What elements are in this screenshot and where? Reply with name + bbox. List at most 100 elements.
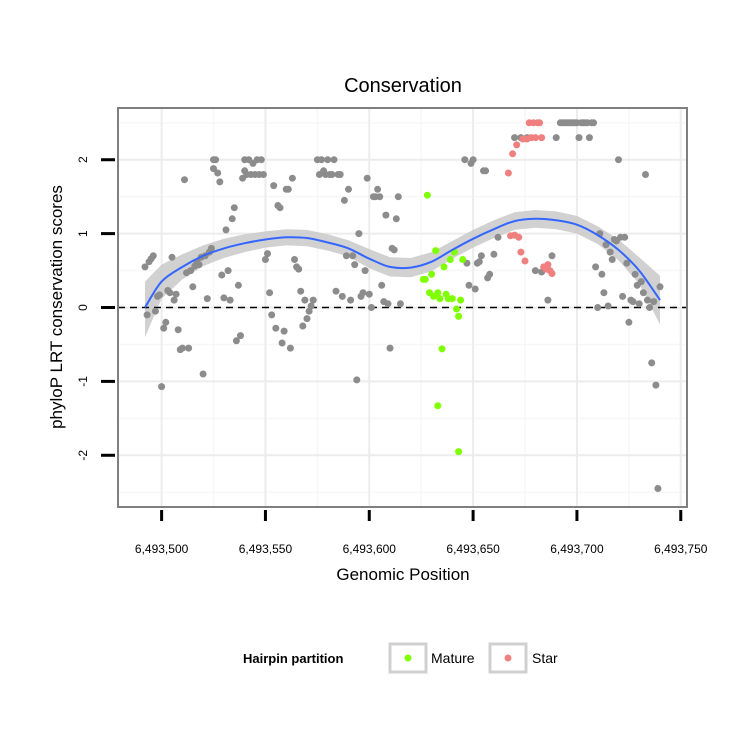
data-point — [266, 289, 274, 297]
data-point — [382, 211, 390, 219]
data-point — [338, 292, 346, 300]
data-point — [363, 174, 371, 182]
data-point — [428, 270, 436, 278]
data-point — [504, 169, 512, 177]
data-point — [151, 307, 159, 315]
data-point — [257, 156, 265, 164]
data-point — [575, 134, 583, 142]
data-point — [199, 370, 207, 378]
data-point — [303, 315, 311, 323]
data-point — [440, 263, 448, 271]
x-tick-label: 6,493,550 — [239, 542, 293, 556]
data-point — [347, 296, 355, 304]
data-point — [486, 270, 494, 278]
data-point — [349, 252, 357, 260]
data-point — [469, 156, 477, 164]
data-point — [494, 233, 502, 241]
data-point — [436, 295, 444, 303]
data-point — [648, 359, 656, 367]
data-point — [160, 324, 168, 332]
data-point — [511, 134, 519, 142]
data-point — [318, 156, 325, 164]
data-point — [355, 230, 363, 238]
data-point — [170, 296, 178, 304]
data-point — [297, 287, 305, 295]
data-point — [203, 295, 211, 303]
data-point — [548, 270, 556, 277]
data-point — [629, 298, 637, 306]
x-axis: 6,493,500 6,493,550 6,493,600 6,493,650 6,49… — [135, 510, 708, 556]
data-point — [471, 285, 479, 293]
data-point — [286, 344, 294, 352]
data-point — [531, 134, 539, 142]
x-axis-title: Genomic Position — [336, 565, 469, 584]
data-point — [336, 171, 344, 178]
data-point — [650, 298, 658, 306]
data-point — [459, 256, 467, 263]
data-point — [521, 257, 529, 265]
y-tick-label: 0 — [76, 304, 90, 311]
data-point — [482, 167, 490, 175]
legend: Hairpin partition Mature Star — [243, 642, 558, 674]
data-point — [517, 248, 525, 256]
data-point — [222, 226, 230, 234]
data-point — [345, 185, 352, 193]
data-point — [376, 193, 384, 201]
data-point — [207, 244, 215, 252]
data-point — [359, 289, 367, 297]
data-point — [475, 258, 483, 266]
x-tick-label: 6,493,650 — [446, 542, 500, 556]
confidence-band — [145, 210, 660, 338]
data-point — [272, 324, 280, 332]
data-point — [598, 270, 606, 278]
data-point — [324, 156, 332, 164]
data-point — [434, 289, 442, 297]
data-point — [438, 345, 446, 353]
data-point — [210, 165, 217, 173]
data-point — [536, 119, 544, 127]
data-point — [220, 294, 228, 302]
data-point — [453, 305, 460, 313]
plot-border — [117, 107, 688, 508]
data-point — [656, 283, 664, 291]
data-point — [367, 304, 375, 311]
legend-label-mature: Mature — [431, 650, 475, 666]
data-point — [212, 156, 220, 164]
data-point — [189, 283, 197, 291]
data-point — [156, 291, 163, 299]
data-point — [421, 275, 429, 283]
data-point — [228, 215, 236, 223]
data-point — [214, 169, 222, 177]
data-point — [224, 267, 232, 275]
x-tick-label: 6,493,750 — [654, 542, 708, 556]
data-point — [384, 300, 392, 308]
data-point — [291, 256, 298, 263]
data-point — [448, 295, 456, 303]
legend-title: Hairpin partition — [243, 651, 343, 666]
data-point — [162, 318, 170, 326]
data-point — [490, 250, 498, 258]
data-point — [342, 252, 350, 260]
data-point — [181, 176, 188, 184]
data-point — [623, 259, 631, 267]
data-point — [461, 156, 469, 164]
data-point — [234, 281, 242, 289]
data-point — [604, 302, 612, 310]
smooth-line — [144, 217, 661, 309]
x-tick-label: 6,493,500 — [135, 542, 189, 556]
data-point — [513, 141, 521, 149]
data-point — [340, 196, 348, 204]
data-point — [307, 302, 315, 310]
data-point — [386, 344, 394, 352]
data-point — [166, 289, 174, 297]
data-point — [330, 156, 338, 164]
data-point — [149, 252, 157, 260]
data-point — [264, 250, 271, 258]
data-point — [446, 256, 454, 263]
data-point — [172, 290, 180, 298]
data-point — [353, 376, 361, 384]
legend-marker-star — [504, 654, 512, 662]
smooth-curve — [144, 217, 661, 309]
data-point — [509, 150, 517, 158]
data-point — [232, 337, 240, 345]
